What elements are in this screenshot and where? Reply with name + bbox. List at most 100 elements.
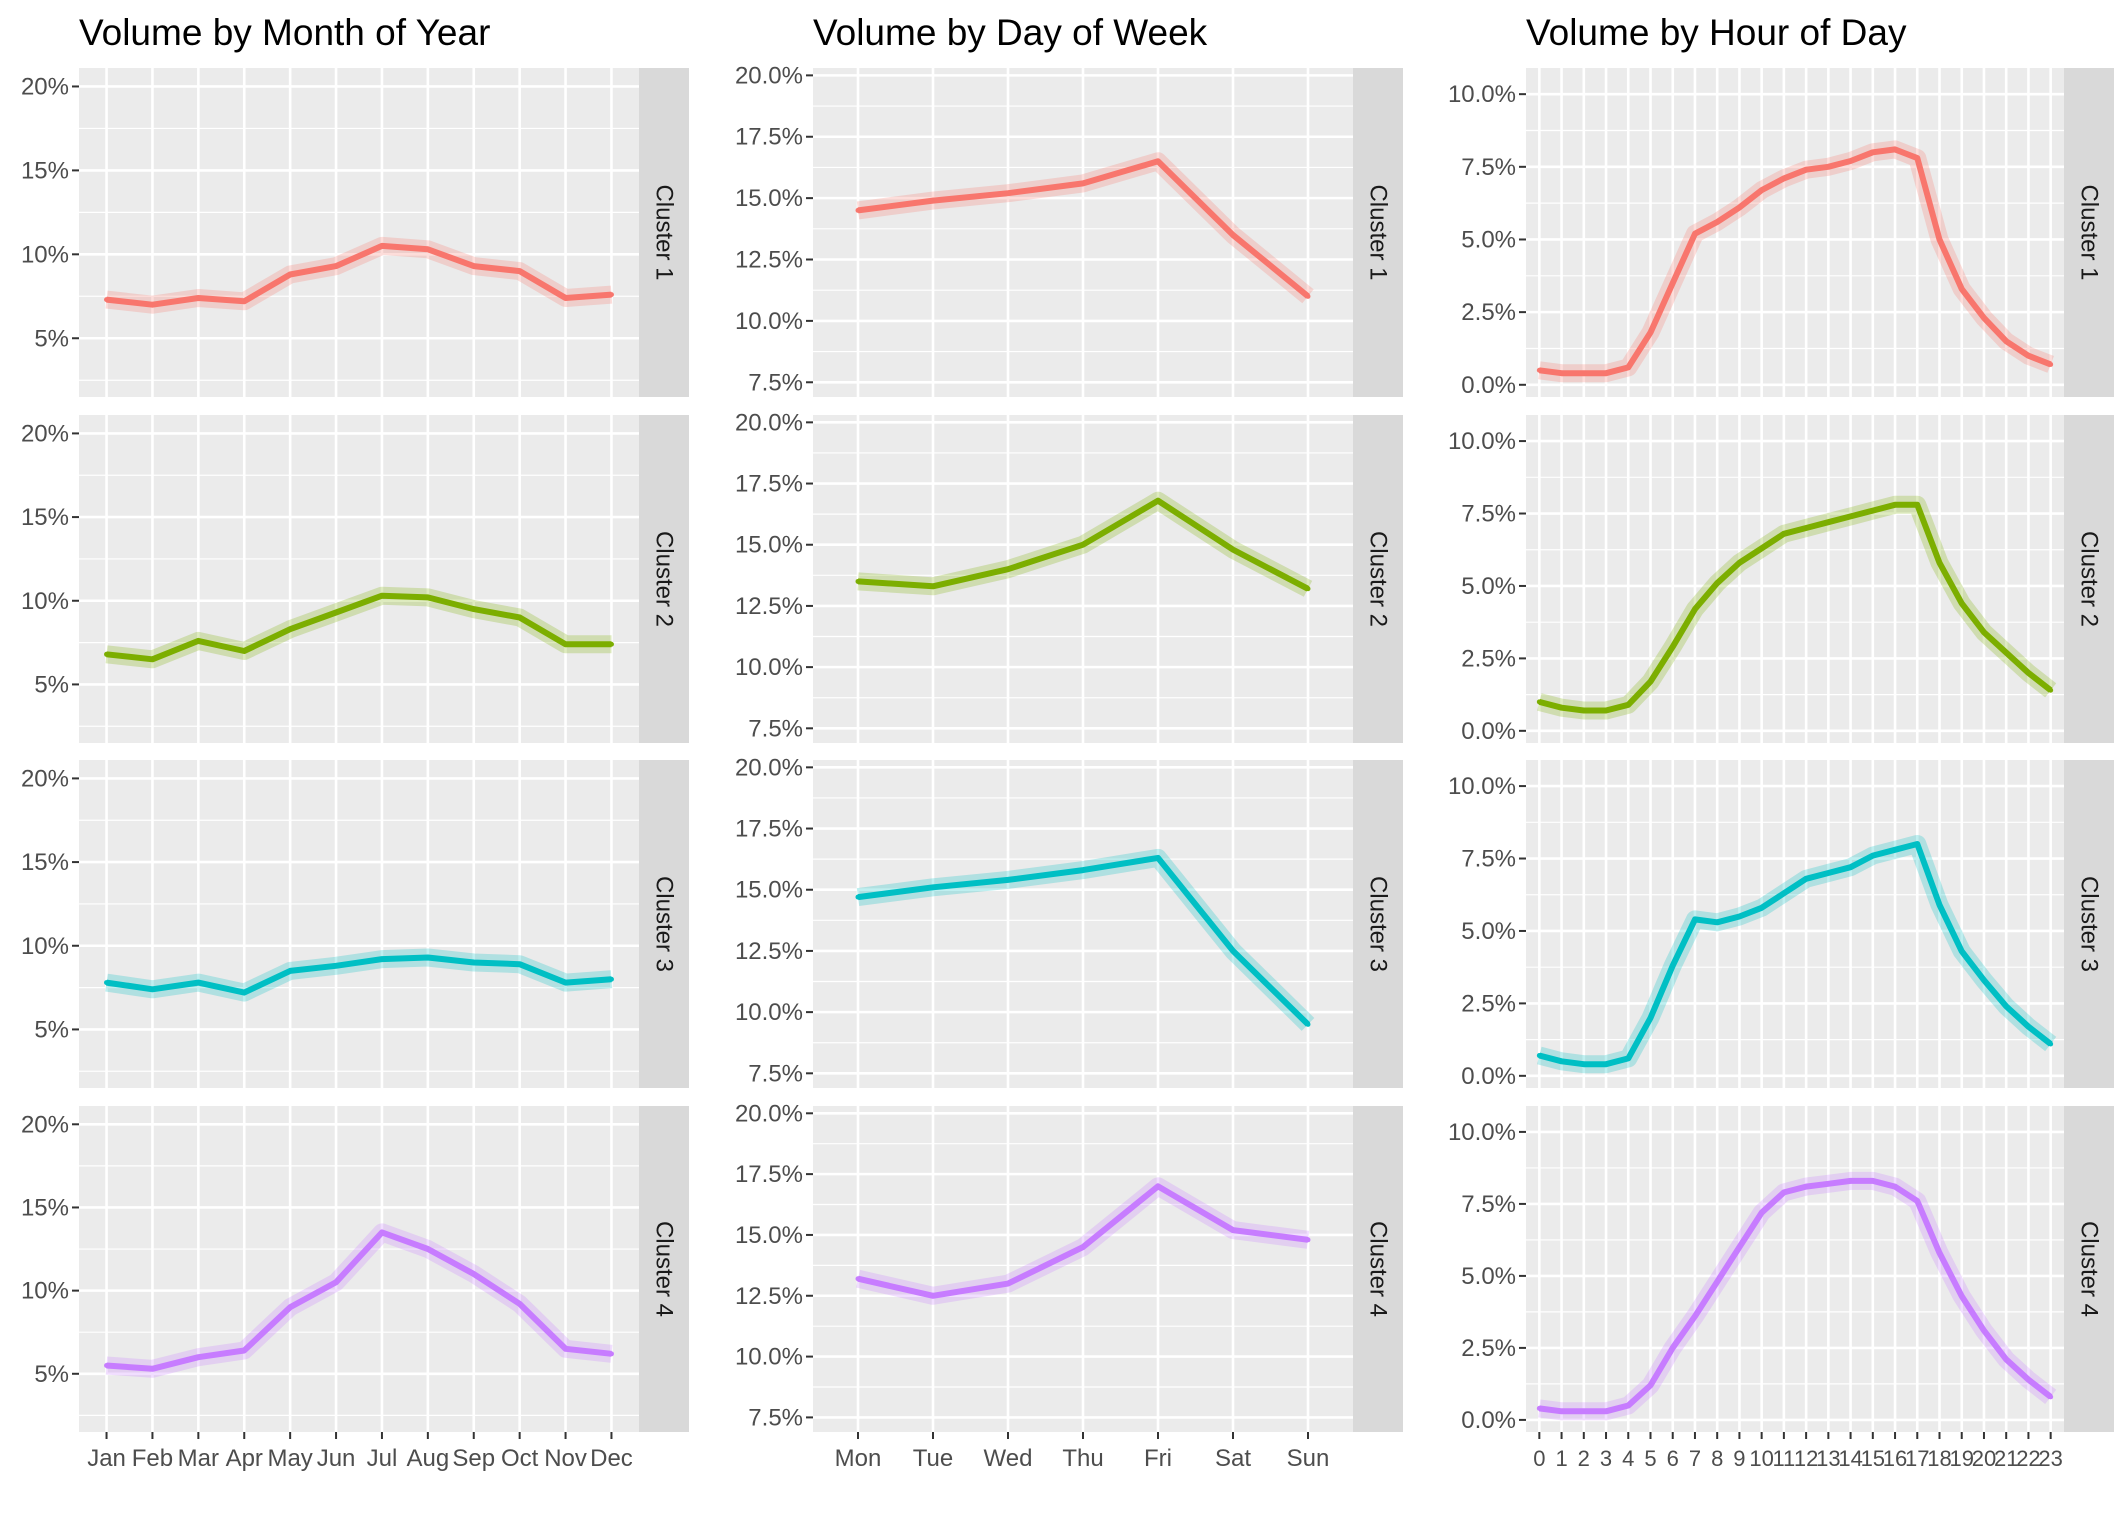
data-point	[1080, 867, 1086, 873]
data-point	[1559, 370, 1565, 376]
data-point	[1005, 1281, 1011, 1287]
y-tick-label: 7.5%	[748, 1404, 803, 1431]
data-point	[1892, 146, 1898, 152]
data-point	[1892, 1184, 1898, 1190]
data-point	[1305, 1021, 1311, 1027]
series-line	[106, 242, 612, 308]
data-point	[425, 1246, 431, 1252]
y-tick-label: 15.0%	[735, 532, 803, 559]
data-point	[1670, 963, 1676, 969]
series-line	[1538, 841, 2053, 1068]
data-point	[1647, 1015, 1653, 1021]
facet-strip	[639, 1106, 689, 1432]
data-point	[930, 884, 936, 890]
data-point	[1736, 913, 1742, 919]
data-point	[930, 1293, 936, 1299]
data-point	[1581, 370, 1587, 376]
chart-title: Volume by Month of Year	[79, 12, 490, 53]
y-tick-label: 20%	[21, 420, 69, 447]
panel-3: 5% 10% 15% 20% Cluster 3	[21, 760, 689, 1088]
data-point	[1825, 1181, 1831, 1187]
data-point	[1692, 916, 1698, 922]
data-point	[563, 295, 569, 301]
facet-strip-label: Cluster 4	[2076, 1221, 2103, 1317]
data-point	[563, 980, 569, 986]
data-point	[1759, 905, 1765, 911]
series-line	[106, 1229, 612, 1372]
data-point	[1937, 560, 1943, 566]
data-point	[1714, 219, 1720, 225]
data-point	[1603, 708, 1609, 714]
data-point	[1759, 545, 1765, 551]
y-tick-label: 5%	[34, 671, 69, 698]
panel-4: 0.0% 2.5% 5.0% 7.5% 10.0% Cluster 4	[1448, 1106, 2114, 1434]
x-tick-label: Fri	[1144, 1445, 1172, 1472]
series-line	[1538, 1177, 2053, 1415]
data-point	[425, 246, 431, 252]
data-point	[1305, 586, 1311, 592]
y-tick-label: 5.0%	[1461, 918, 1516, 945]
y-tick-label: 10.0%	[1448, 773, 1516, 800]
data-point	[195, 295, 201, 301]
data-point	[1870, 1178, 1876, 1184]
data-point	[1959, 600, 1965, 606]
y-tick-label: 5.0%	[1461, 226, 1516, 253]
y-tick-label: 10%	[21, 588, 69, 615]
y-tick-label: 20.0%	[735, 409, 803, 436]
panel-4: 7.5% 10.0% 12.5% 15.0% 17.5% 20.0% Cluster 4	[735, 1100, 1403, 1432]
data-point	[104, 980, 110, 986]
data-point	[1536, 699, 1542, 705]
x-tick-label: Aug	[407, 1445, 450, 1472]
data-point	[149, 1366, 155, 1372]
data-point	[471, 263, 477, 269]
x-tick-label: 12	[1794, 1446, 1818, 1471]
data-point	[1825, 519, 1831, 525]
data-point	[1692, 231, 1698, 237]
y-tick-label: 20.0%	[735, 1100, 803, 1127]
data-point	[1959, 948, 1965, 954]
data-point	[1848, 1178, 1854, 1184]
data-point	[1914, 155, 1920, 161]
x-tick-label: Nov	[544, 1445, 587, 1472]
data-point	[1581, 1408, 1587, 1414]
panel-1: 0.0% 2.5% 5.0% 7.5% 10.0% Cluster 1	[1448, 68, 2114, 399]
panel-background	[79, 1106, 639, 1432]
y-tick-label: 10.0%	[1448, 428, 1516, 455]
y-tick-label: 2.5%	[1461, 990, 1516, 1017]
data-point	[1005, 566, 1011, 572]
panel-2: 7.5% 10.0% 12.5% 15.0% 17.5% 20.0% Cluster 2	[735, 409, 1403, 743]
data-point	[1848, 864, 1854, 870]
data-point	[1625, 1403, 1631, 1409]
y-tick-label: 15.0%	[735, 877, 803, 904]
data-point	[1981, 315, 1987, 321]
y-tick-label: 12.5%	[735, 938, 803, 965]
data-point	[333, 609, 339, 615]
data-point	[2025, 1377, 2031, 1383]
data-point	[1692, 1313, 1698, 1319]
x-tick-label: 13	[1816, 1446, 1840, 1471]
x-tick-label: 23	[2038, 1446, 2062, 1471]
data-point	[1781, 175, 1787, 181]
x-tick-label: 10	[1749, 1446, 1773, 1471]
data-point	[333, 1279, 339, 1285]
data-point	[855, 578, 861, 584]
y-tick-label: 17.5%	[735, 124, 803, 151]
y-tick-label: 20.0%	[735, 754, 803, 781]
data-point	[608, 292, 614, 298]
data-point	[379, 243, 385, 249]
data-point	[930, 198, 936, 204]
x-tick-label: Sat	[1215, 1445, 1251, 1472]
data-point	[287, 1304, 293, 1310]
panel-background	[1526, 760, 2064, 1088]
data-point	[1080, 1244, 1086, 1250]
y-tick-label: 2.5%	[1461, 299, 1516, 326]
data-point	[2025, 670, 2031, 676]
data-point	[241, 298, 247, 304]
panel-4: 5% 10% 15% 20% Cluster 4	[21, 1106, 689, 1432]
data-point	[1848, 513, 1854, 519]
y-tick-label: 7.5%	[1461, 1191, 1516, 1218]
x-tick-label: 0	[1533, 1446, 1545, 1471]
data-point	[608, 976, 614, 982]
series-line	[106, 954, 612, 996]
x-tick-label: 19	[1949, 1446, 1973, 1471]
